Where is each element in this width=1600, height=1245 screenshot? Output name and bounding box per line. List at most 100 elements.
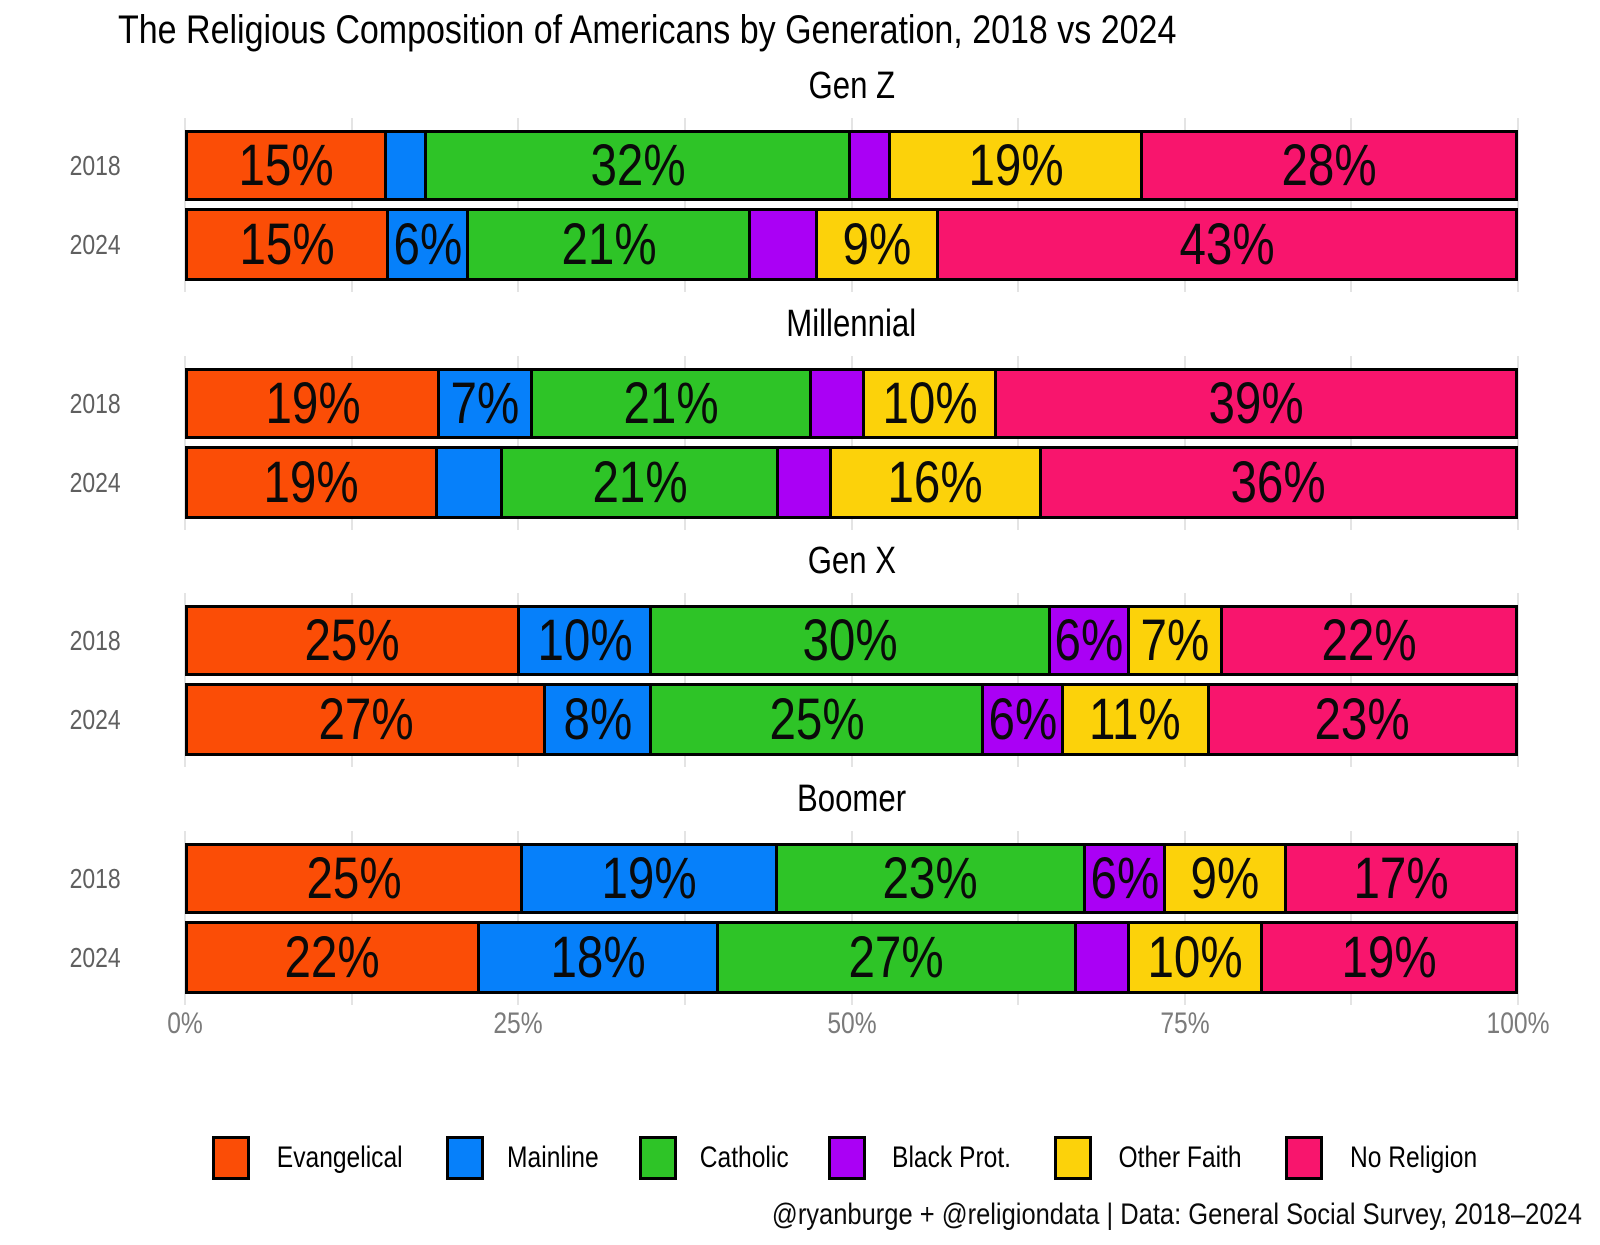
bar-segment-black-prot: 6% — [1050, 607, 1131, 673]
segment-value-label: 15% — [239, 211, 335, 277]
legend-item: No Religion — [1285, 1134, 1491, 1182]
facet-title: Millennial — [786, 303, 917, 345]
segment-value-label: 19% — [264, 370, 361, 436]
gridline — [683, 118, 686, 292]
bar-segment-other-faith: 9% — [817, 211, 939, 278]
axis-tick-label: 100% — [1486, 1007, 1550, 1040]
bar-segment-no-religion: 39% — [997, 371, 1515, 436]
segment-value-label: 21% — [561, 211, 657, 277]
bar-segment-black-prot — [750, 211, 818, 278]
segment-value-label: 27% — [848, 924, 945, 990]
bar-segment-evangelical: 15% — [188, 132, 388, 198]
axis-tick-label: 25% — [493, 1007, 543, 1040]
facet-title: Gen Z — [808, 65, 895, 107]
bar-segment-mainline: 6% — [389, 211, 470, 278]
segment-value-label: 22% — [1321, 607, 1417, 673]
segment-value-label: 17% — [1353, 845, 1449, 911]
bar-segment-mainline: 10% — [519, 607, 653, 673]
gridline — [1017, 356, 1020, 530]
bar-segment-black-prot — [1077, 924, 1131, 991]
chart-title: The Religious Composition of Americans b… — [118, 8, 1177, 52]
legend-label: No Religion — [1350, 1141, 1478, 1174]
stacked-bar: 15% 6% 21% 9% 43% — [185, 208, 1518, 281]
legend: Evangelical Mainline Catholic Black Prot. Ot… — [185, 1134, 1518, 1182]
legend-label: Other Faith — [1118, 1141, 1242, 1174]
row-label: 2024 — [69, 703, 121, 735]
segment-value-label: 25% — [306, 845, 402, 911]
segment-value-label: 6% — [988, 686, 1057, 752]
legend-item: Evangelical — [211, 1134, 416, 1182]
segment-value-label: 23% — [882, 845, 979, 911]
bar-segment-no-religion: 17% — [1287, 846, 1515, 911]
segment-value-label: 10% — [536, 607, 633, 673]
segment-value-label: 27% — [318, 686, 414, 752]
bar-segment-catholic: 32% — [426, 133, 852, 198]
gridline — [1517, 118, 1519, 292]
segment-value-label: 15% — [238, 132, 334, 198]
segment-value-label: 6% — [393, 211, 463, 277]
bar-segment-other-faith: 7% — [1130, 608, 1224, 673]
gridline — [350, 831, 353, 1005]
facet-gen-z: Gen Z 2018 15% 32% 19% 28% 2024 15% 6% 21% 9% 4… — [69, 58, 1519, 296]
segment-value-label: 10% — [1147, 924, 1243, 990]
bar-segment-no-religion: 22% — [1223, 608, 1515, 673]
gridline — [350, 593, 353, 767]
gridline — [683, 831, 686, 1005]
bar-segment-catholic: 30% — [652, 608, 1051, 673]
segment-value-label: 6% — [1054, 607, 1124, 673]
bar-segment-evangelical: 27% — [188, 686, 547, 753]
bar-segment-evangelical: 25% — [188, 608, 520, 673]
gridline — [517, 118, 520, 292]
gridline — [1350, 356, 1353, 530]
facet-boomer: Boomer 2018 25% 19% 23% 6% 9% 17% 2024 22% 18%… — [69, 771, 1519, 1009]
segment-value-label: 9% — [1190, 845, 1260, 911]
segment-value-label: 19% — [263, 449, 359, 515]
bar-segment-catholic: 21% — [533, 371, 812, 436]
segment-value-label: 23% — [1314, 686, 1410, 752]
legend-item: Catholic — [638, 1134, 798, 1182]
segment-value-label: 19% — [1341, 924, 1437, 990]
stacked-bar: 25% 10% 30% 6% 7% 22% — [185, 605, 1518, 676]
gridline — [850, 593, 853, 767]
gridline — [350, 356, 353, 530]
gridline — [1350, 118, 1353, 292]
gridline — [517, 356, 520, 530]
gridline — [1017, 593, 1020, 767]
stacked-bar: 22% 18% 27% 10% 19% — [185, 921, 1518, 994]
bar-segment-catholic: 21% — [503, 449, 780, 516]
facet-title: Boomer — [796, 778, 907, 820]
bar-segment-catholic: 21% — [469, 211, 751, 278]
segment-value-label: 7% — [450, 370, 520, 436]
bar-segment-other-faith: 10% — [864, 371, 998, 436]
legend-swatch — [1054, 1136, 1093, 1180]
gridline — [1183, 118, 1186, 292]
segment-value-label: 22% — [284, 924, 381, 990]
gridline — [850, 356, 853, 530]
gridline — [1517, 593, 1519, 767]
stacked-bar: 19% 7% 21% 10% 39% — [185, 368, 1518, 439]
legend-label: Catholic — [699, 1141, 789, 1174]
bar-segment-black-prot: 6% — [1086, 845, 1167, 911]
facet-panel — [184, 118, 1519, 292]
legend-swatch — [211, 1136, 250, 1180]
bar-segment-no-religion: 23% — [1209, 686, 1515, 753]
segment-value-label: 18% — [550, 924, 646, 990]
gridline — [1017, 118, 1020, 292]
row-label: 2024 — [69, 941, 121, 973]
legend-label: Black Prot. — [892, 1141, 1012, 1174]
segment-value-label: 25% — [769, 686, 865, 752]
gridline — [184, 118, 186, 292]
facet-title: Gen X — [807, 540, 896, 582]
gridline — [1350, 593, 1353, 767]
bar-segment-catholic: 25% — [652, 686, 985, 753]
gridline — [1517, 831, 1519, 1005]
legend-swatch — [446, 1136, 485, 1180]
bar-segment-evangelical: 19% — [188, 449, 438, 516]
legend-label: Mainline — [507, 1141, 599, 1174]
bar-segment-black-prot — [811, 371, 865, 436]
bar-segment-mainline — [437, 449, 504, 516]
bar-segment-other-faith: 16% — [831, 449, 1042, 516]
bar-segment-evangelical: 22% — [188, 924, 480, 991]
segment-value-label: 39% — [1208, 370, 1304, 436]
segment-value-label: 6% — [1090, 845, 1160, 911]
